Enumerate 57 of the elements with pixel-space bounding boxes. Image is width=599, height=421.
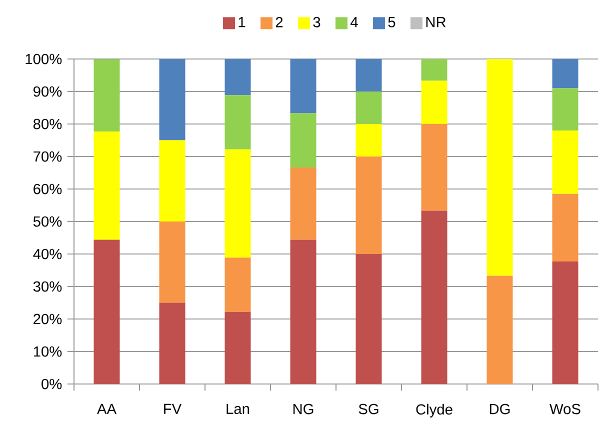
bar [552,130,578,194]
bar [421,210,448,384]
bar [159,222,186,303]
bar [421,58,448,81]
y-tick-label: 60% [34,184,62,194]
bar [356,58,382,92]
bar [94,59,120,132]
x-tick-label: WoS [550,404,580,414]
bar [224,149,251,258]
bar [552,58,578,88]
x-tick-label: Clyde [416,404,452,418]
legend-label: 4 [350,17,358,28]
legend-label: NR [426,17,446,28]
bar [224,312,251,384]
y-tick-label: 10% [34,346,62,357]
bar [421,124,448,211]
legend-label: 1 [238,17,246,28]
bar [290,58,316,114]
y-tick-label: 40% [33,248,62,260]
y-tick-label: 90% [34,86,62,97]
bar [552,194,578,262]
y-tick-label: 50% [33,216,62,227]
x-tick-label: AA [96,404,116,414]
x-tick-label: Lan [226,404,250,414]
bar [552,88,578,130]
bar [290,168,316,240]
bar [224,95,251,150]
bar [159,302,186,384]
bar [94,131,120,240]
bar [421,80,448,124]
bar [356,124,382,156]
bar [356,156,382,254]
x-tick-label: NG [293,404,314,414]
legend-label: 2 [276,16,283,28]
bar [290,113,316,168]
y-tick-label: 80% [33,118,62,130]
bar [224,258,251,312]
y-tick-label: 30% [33,281,62,292]
bar [356,92,382,124]
legend-label: 3 [313,16,320,28]
y-tick-label: 20% [34,314,62,324]
bar [159,58,186,140]
bar [486,276,513,384]
bar [356,254,382,384]
bar [486,58,513,276]
x-tick-label: DG [490,404,510,414]
bar [224,58,251,96]
bar [290,240,316,384]
x-tick-label: FV [164,404,182,414]
y-tick-label: 100% [26,54,62,64]
x-tick-label: SG [358,404,378,414]
bar [552,261,578,384]
y-tick-label: 70% [34,151,62,162]
y-tick-label: 0% [42,378,62,390]
bar [94,240,120,384]
legend-label: 5 [388,17,396,28]
bar [159,140,186,222]
